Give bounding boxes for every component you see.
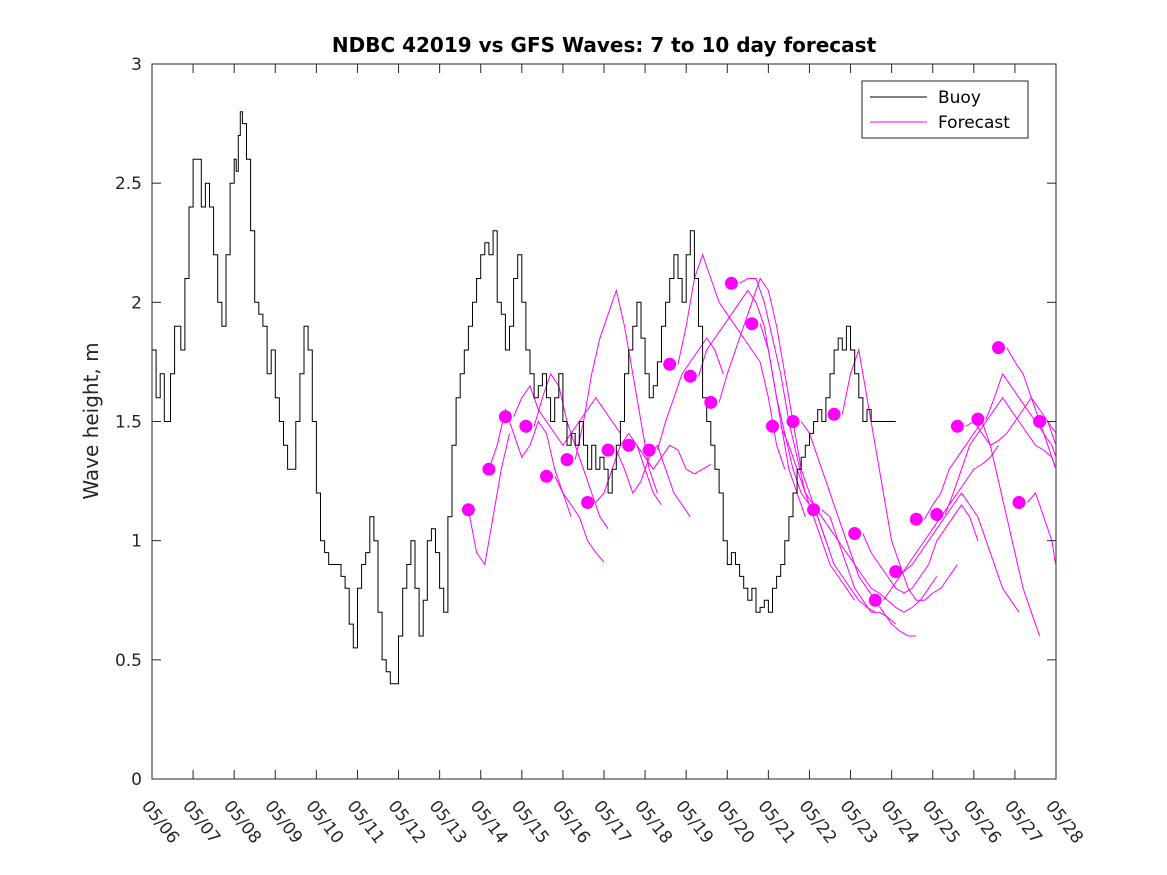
forecast-marker-26 xyxy=(992,341,1005,355)
forecast-marker-10 xyxy=(663,357,677,371)
forecast-line-26 xyxy=(1006,347,1057,470)
forecast-line-13 xyxy=(739,278,856,601)
forecast-marker-23 xyxy=(930,508,944,521)
forecast-marker-2 xyxy=(498,410,512,424)
forecast-marker-9 xyxy=(642,443,656,457)
forecast-marker-3 xyxy=(519,419,533,433)
forecast-marker-6 xyxy=(581,496,595,509)
y-tick-label-0: 0 xyxy=(131,770,142,790)
forecast-line-17 xyxy=(821,509,938,613)
forecast-marker-8 xyxy=(622,438,636,452)
legend: Buoy Forecast xyxy=(861,80,1029,139)
forecast-line-25 xyxy=(985,372,1057,458)
forecast-marker-24 xyxy=(950,419,964,433)
forecast-line-21 xyxy=(903,492,1020,613)
forecast-line-11 xyxy=(698,289,806,517)
marker-layer xyxy=(461,276,1047,607)
forecast-line-14 xyxy=(759,323,876,613)
forecast-line-24 xyxy=(965,396,1057,446)
y-tick-label-3: 1.5 xyxy=(115,413,142,433)
forecast-marker-1 xyxy=(482,462,496,476)
forecast-marker-0 xyxy=(461,503,475,517)
forecast-marker-4 xyxy=(540,469,553,483)
forecast-line-0 xyxy=(467,433,510,566)
y-axis-label: Wave height, m xyxy=(79,342,103,499)
forecast-marker-16 xyxy=(786,415,800,428)
forecast-line-5 xyxy=(574,288,658,494)
forecast-line-12 xyxy=(718,277,827,541)
y-tick-label-2: 1 xyxy=(131,532,142,552)
forecast-marker-27 xyxy=(1012,496,1026,509)
forecast-line-19 xyxy=(862,504,979,594)
y-tick-label-6: 3 xyxy=(131,55,142,75)
forecast-line-10 xyxy=(677,253,786,470)
y-tick-label-5: 2.5 xyxy=(115,174,142,194)
forecast-marker-19 xyxy=(848,527,862,540)
legend-label-buoy: Buoy xyxy=(938,88,981,108)
forecast-marker-5 xyxy=(560,453,574,467)
forecast-marker-17 xyxy=(807,503,821,517)
forecast-line-4 xyxy=(554,476,605,563)
forecast-marker-7 xyxy=(601,443,615,457)
forecast-marker-11 xyxy=(683,369,697,383)
forecast-marker-21 xyxy=(889,565,903,579)
forecast-marker-12 xyxy=(704,395,718,409)
forecast-line-6 xyxy=(595,432,662,506)
legend-label-forecast: Forecast xyxy=(938,113,1010,133)
forecast-marker-20 xyxy=(868,593,882,607)
y-tick-label-1: 0.5 xyxy=(115,651,142,671)
forecast-line-28 xyxy=(1047,421,1057,446)
plot-area xyxy=(151,63,1057,780)
forecast-line-18 xyxy=(841,348,958,601)
forecast-marker-14 xyxy=(745,317,759,331)
buoy-line xyxy=(152,111,896,685)
forecast-marker-13 xyxy=(724,276,738,290)
forecast-marker-18 xyxy=(827,407,841,421)
forecast-marker-22 xyxy=(909,512,923,526)
legend-box xyxy=(861,80,1029,139)
forecast-line-8 xyxy=(636,444,712,475)
forecast-marker-28 xyxy=(1033,415,1047,428)
forecast-line-16 xyxy=(800,421,917,637)
y-tick-label-4: 2 xyxy=(131,293,142,313)
y-axis: 0 0.5 1 1.5 2 2.5 3 xyxy=(115,55,1056,790)
forecast-line-23 xyxy=(944,396,1057,515)
forecast-marker-25 xyxy=(971,412,985,426)
forecast-line-27 xyxy=(1026,492,1057,567)
forecast-line-9 xyxy=(656,337,724,451)
series-layer xyxy=(152,111,1057,685)
forecast-marker-15 xyxy=(766,419,779,433)
chart-title: NDBC 42019 vs GFS Waves: 7 to 10 day for… xyxy=(332,33,877,57)
